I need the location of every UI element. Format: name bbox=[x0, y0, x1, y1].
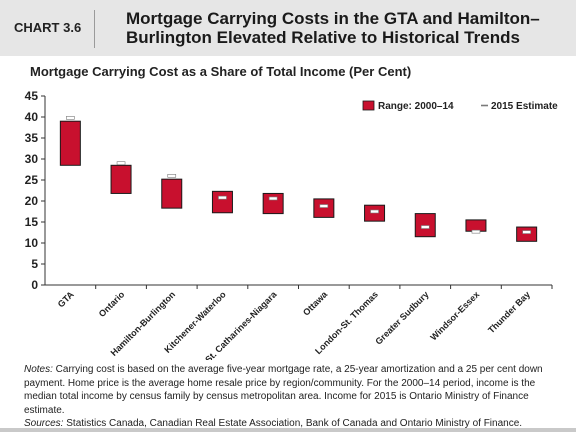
sources-paragraph: Sources: Statistics Canada, Canadian Rea… bbox=[24, 417, 560, 431]
chart-header: CHART 3.6 Mortgage Carrying Costs in the… bbox=[0, 0, 576, 56]
range-bar bbox=[465, 219, 487, 232]
range-bar bbox=[516, 226, 538, 242]
y-tick-label: 10 bbox=[25, 236, 39, 250]
chart-subtitle: Mortgage Carrying Cost as a Share of Tot… bbox=[30, 64, 412, 79]
estimate-marker bbox=[116, 161, 126, 165]
y-tick-label: 20 bbox=[25, 194, 39, 208]
y-tick-label: 5 bbox=[31, 257, 38, 271]
chart-number: CHART 3.6 bbox=[14, 20, 82, 35]
notes-text: Carrying cost is based on the average fi… bbox=[24, 364, 543, 416]
y-tick-label: 35 bbox=[25, 131, 39, 145]
range-bar bbox=[313, 198, 335, 218]
estimate-marker bbox=[471, 229, 481, 234]
y-tick-label: 25 bbox=[25, 173, 39, 187]
notes-paragraph: Notes: Carrying cost is based on the ave… bbox=[24, 363, 560, 417]
x-tick-label: Ontario bbox=[97, 289, 127, 319]
range-bar bbox=[161, 178, 183, 209]
range-bar bbox=[211, 190, 233, 214]
x-tick-label: Ottawa bbox=[301, 289, 330, 318]
estimate-marker bbox=[167, 174, 177, 178]
y-tick-label: 15 bbox=[25, 215, 39, 229]
y-tick-label: 40 bbox=[25, 110, 39, 124]
x-tick-label: GTA bbox=[56, 289, 76, 309]
y-tick-label: 0 bbox=[31, 278, 38, 292]
x-tick-label: Windsor-Essex bbox=[428, 289, 481, 342]
bottom-rule bbox=[0, 428, 576, 432]
estimate-marker bbox=[218, 195, 227, 200]
range-bar bbox=[59, 120, 81, 166]
sources-label: Sources: bbox=[24, 418, 64, 429]
header-divider bbox=[94, 10, 95, 48]
estimate-marker bbox=[319, 204, 329, 208]
estimate-marker bbox=[522, 230, 531, 234]
legend-range-swatch bbox=[362, 100, 375, 111]
legend-estimate-label: 2015 Estimate bbox=[491, 101, 558, 112]
sources-text: Statistics Canada, Canadian Real Estate … bbox=[63, 418, 523, 429]
range-bar bbox=[262, 192, 284, 215]
x-tick-label: Greater Sudbury bbox=[373, 289, 430, 346]
y-tick-label: 45 bbox=[25, 89, 39, 103]
range-bar bbox=[414, 213, 436, 238]
y-tick-label: 30 bbox=[25, 152, 39, 166]
estimate-marker bbox=[420, 225, 430, 229]
range-bar bbox=[110, 164, 132, 194]
estimate-marker bbox=[268, 196, 278, 201]
legend-range-label: Range: 2000–14 bbox=[378, 101, 454, 112]
chart-notes: Notes: Carrying cost is based on the ave… bbox=[24, 363, 560, 431]
estimate-marker bbox=[66, 116, 75, 120]
estimate-marker bbox=[370, 209, 379, 214]
notes-label: Notes: bbox=[24, 364, 53, 375]
chart-title: Mortgage Carrying Costs in the GTA and H… bbox=[126, 9, 540, 47]
x-tick-label: Thunder Bay bbox=[486, 289, 532, 335]
